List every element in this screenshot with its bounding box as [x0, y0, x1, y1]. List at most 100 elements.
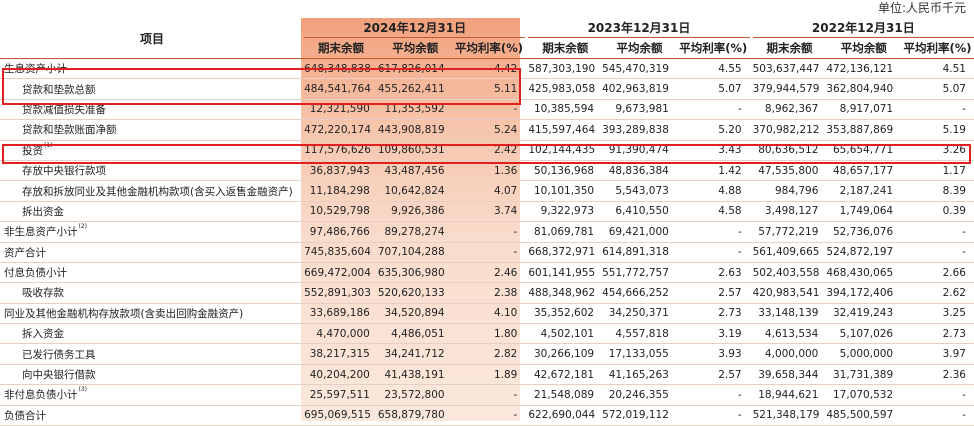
row-label: 吸收存款: [0, 282, 305, 304]
table-cell: 4,470,000: [304, 323, 378, 345]
table-cell: 50,136,968: [528, 160, 603, 182]
row-label: 生息资产小计: [0, 58, 305, 80]
column-gap: [749, 99, 753, 121]
table-cell: 8.39: [901, 180, 974, 202]
table-cell: 109,860,531: [377, 140, 453, 161]
table-cell: -: [676, 405, 750, 426]
table-cell: 6,410,550: [602, 201, 677, 223]
table-cell: 5.07: [901, 78, 974, 100]
column-gap: [525, 262, 529, 284]
table-cell: 4.10: [452, 303, 526, 325]
table-cell: 362,804,940: [826, 78, 902, 100]
row-label: 同业及其他金融机构存放款项(含卖出回购金融资产): [0, 303, 305, 325]
table-cell: -: [901, 242, 974, 263]
column-gap: [525, 364, 529, 386]
header-year-2023: 2023年12月31日: [528, 18, 750, 38]
table-row: 向中央银行借款 40,204,200 41,438,191 1.89 42,672,18…: [0, 364, 974, 386]
table-cell: 2.66: [901, 262, 974, 284]
table-cell: 524,872,197: [826, 242, 902, 263]
table-cell: 4.88: [676, 180, 750, 202]
table-cell: 3.26: [901, 140, 974, 161]
column-gap: [749, 323, 753, 345]
table-cell: 43,487,456: [377, 160, 453, 182]
table-row: 投资(1) 117,576,626 109,860,531 2.42 102,144,4…: [0, 140, 974, 161]
table-cell: 635,306,980: [377, 262, 453, 284]
table-row: 吸收存款 552,891,303 520,620,133 2.38 488,348,96…: [0, 282, 974, 304]
table-cell: 11,353,592: [377, 99, 453, 121]
table-cell: 4.58: [676, 201, 750, 223]
row-label: 付息负债小计: [0, 262, 305, 284]
row-label-text: 存放中央银行款项: [22, 165, 106, 178]
table-cell: 587,303,190: [528, 58, 603, 80]
column-gap: [525, 282, 529, 304]
header-ending-balance: 期末余额: [528, 37, 603, 59]
table-cell: 48,657,177: [826, 160, 902, 182]
row-label-text: 资产合计: [4, 246, 46, 259]
header-year-2024: 2024年12月31日: [304, 18, 526, 38]
row-label: 贷款和垫款总额: [0, 78, 305, 100]
column-gap: [525, 180, 529, 202]
table-cell: 41,165,263: [602, 364, 677, 386]
table-cell: 1.89: [452, 364, 526, 386]
row-label-text: 存放和拆放同业及其他金融机构款项(含买入返售金融资产): [22, 185, 293, 198]
header-average-rate: 平均利率(%): [901, 37, 974, 59]
table-cell: 21,548,089: [528, 384, 603, 406]
table-cell: 10,101,350: [528, 180, 603, 202]
table-row: 资产合计 745,835,604 707,104,288-668,372,971 61…: [0, 242, 974, 263]
table-cell: 443,908,819: [377, 119, 453, 141]
table-cell: 8,917,071: [826, 99, 902, 121]
table-cell: -: [676, 221, 750, 243]
table-cell: 117,576,626: [304, 140, 378, 161]
column-gap: [525, 58, 529, 80]
table-cell: -: [452, 405, 526, 426]
row-label: 向中央银行借款: [0, 364, 305, 386]
row-label-text: 贷款和垫款总额: [22, 83, 96, 96]
table-row: 非生息资产小计(2) 97,486,766 89,278,274-81,069,78…: [0, 221, 974, 243]
row-label-text: 付息负债小计: [4, 267, 67, 280]
table-cell: 5.24: [452, 119, 526, 141]
row-label: 资产合计: [0, 242, 305, 263]
table-cell: 102,144,435: [528, 140, 603, 161]
header-item: 项目: [0, 18, 305, 59]
table-cell: 3.25: [901, 303, 974, 325]
table-cell: 2.42: [452, 140, 526, 161]
row-label-text: 已发行债务工具: [22, 348, 96, 361]
table-cell: 370,982,212: [752, 119, 827, 141]
table-cell: 4,557,818: [602, 323, 677, 345]
table-cell: 33,689,186: [304, 303, 378, 325]
table-cell: 2.73: [901, 323, 974, 345]
table-cell: 3.43: [676, 140, 750, 161]
column-gap: [749, 303, 753, 325]
table-cell: 2.82: [452, 343, 526, 365]
row-label: 负债合计: [0, 405, 305, 426]
row-label-text: 贷款减值损失准备: [22, 103, 106, 116]
table-cell: 5.11: [452, 78, 526, 100]
table-cell: 488,348,962: [528, 282, 603, 304]
column-gap: [749, 78, 753, 100]
table-cell: 2.57: [676, 364, 750, 386]
table-cell: 669,472,004: [304, 262, 378, 284]
table-row: 付息负债小计 669,472,004 635,306,980 2.46 601,141,…: [0, 262, 974, 284]
table-cell: 707,104,288: [377, 242, 453, 263]
table-cell: 69,421,000: [602, 221, 677, 243]
table-cell: -: [452, 99, 526, 121]
table-cell: 5,107,026: [826, 323, 902, 345]
row-label: 贷款减值损失准备: [0, 99, 305, 121]
table-cell: 4.55: [676, 58, 750, 80]
table-cell: 484,541,764: [304, 78, 378, 100]
column-gap: [525, 323, 529, 345]
column-gap: [749, 242, 753, 263]
table-cell: 30,266,109: [528, 343, 603, 365]
table-cell: 11,184,298: [304, 180, 378, 202]
column-gap: [749, 58, 753, 80]
table-cell: 552,891,303: [304, 282, 378, 304]
row-label: 投资(1): [0, 140, 305, 161]
table-cell: 42,672,181: [528, 364, 603, 386]
table-cell: 2.46: [452, 262, 526, 284]
table-cell: 38,217,315: [304, 343, 378, 365]
column-gap: [749, 343, 753, 365]
table-cell: 47,535,800: [752, 160, 827, 182]
table-cell: 5.07: [676, 78, 750, 100]
table-cell: 393,289,838: [602, 119, 677, 141]
table-cell: 9,673,981: [602, 99, 677, 121]
